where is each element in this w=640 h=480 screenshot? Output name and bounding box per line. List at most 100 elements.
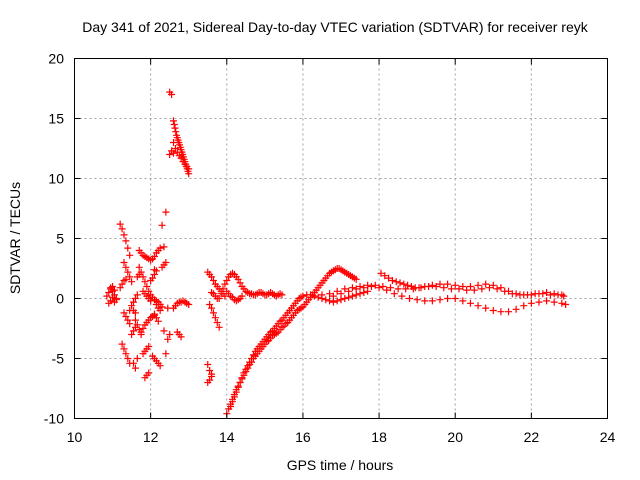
data-point: [406, 295, 414, 302]
data-point: [505, 287, 513, 295]
data-point: [110, 286, 118, 294]
data-point: [158, 303, 166, 311]
data-point: [234, 383, 242, 391]
data-point: [118, 225, 126, 233]
data-point: [352, 291, 360, 299]
x-tick-label: 18: [371, 429, 387, 445]
x-tick-label: 24: [600, 429, 616, 445]
y-tick-label: 15: [48, 111, 64, 127]
y-tick-label: 5: [56, 231, 64, 247]
data-point: [122, 237, 130, 245]
data-point: [236, 379, 244, 386]
axis-ticks: [74, 58, 608, 419]
data-point: [116, 284, 124, 292]
data-point: [120, 309, 128, 317]
data-point: [383, 286, 391, 294]
data-point: [208, 273, 216, 281]
data-point: [341, 295, 349, 302]
data-point: [360, 284, 368, 292]
data-point: [150, 253, 158, 260]
y-tick-label: -5: [52, 351, 65, 367]
data-point: [485, 284, 493, 292]
data-point: [386, 284, 394, 292]
data-point: [150, 266, 158, 274]
data-point: [367, 283, 375, 290]
data-point: [371, 281, 379, 289]
data-point: [329, 298, 337, 306]
data-point: [215, 323, 223, 331]
data-point: [543, 297, 551, 305]
data-point: [512, 305, 520, 313]
data-point: [124, 244, 132, 252]
data-point: [112, 296, 120, 304]
data-point: [364, 281, 372, 289]
data-point: [377, 269, 385, 277]
data-point: [130, 359, 138, 367]
data-point: [171, 145, 179, 152]
data-point: [204, 361, 212, 368]
data-point: [329, 292, 337, 300]
data-point: [474, 302, 482, 310]
data-point: [310, 292, 318, 300]
data-point: [162, 350, 170, 358]
y-tick-label: -10: [44, 411, 64, 427]
data-point: [124, 355, 132, 362]
data-point: [223, 277, 231, 284]
data-point: [348, 284, 356, 292]
data-point: [234, 275, 242, 283]
data-point: [162, 208, 170, 216]
data-point: [402, 285, 410, 293]
data-point: [154, 317, 162, 325]
data-point: [152, 314, 160, 322]
data-point: [404, 281, 412, 289]
series-band-lower: [329, 283, 570, 316]
data-point: [474, 281, 482, 289]
data-point: [109, 293, 117, 301]
data-point: [489, 307, 497, 314]
data-point: [170, 121, 178, 128]
data-point: [535, 290, 543, 298]
data-point: [398, 292, 406, 300]
data-point: [459, 283, 467, 290]
data-point: [428, 281, 436, 289]
data-point: [400, 280, 408, 288]
data-point: [249, 351, 257, 359]
data-point: [322, 296, 330, 304]
data-point: [130, 327, 138, 335]
data-point: [459, 297, 467, 305]
x-axis-label: GPS time / hours: [287, 457, 394, 473]
data-point: [171, 124, 179, 132]
data-point: [120, 231, 128, 239]
data-point: [122, 313, 130, 320]
data-point: [299, 292, 307, 300]
data-point: [156, 362, 164, 370]
data-point: [385, 274, 393, 282]
data-point: [124, 316, 132, 324]
data-point: [407, 283, 415, 290]
data-point: [118, 340, 126, 348]
data-point: [145, 369, 153, 377]
data-point: [227, 403, 235, 410]
y-tick-label: 0: [56, 291, 64, 307]
data-point: [228, 398, 236, 406]
data-point: [527, 291, 535, 299]
data-point: [326, 297, 334, 305]
data-point: [415, 284, 423, 292]
data-point: [364, 287, 372, 295]
data-point: [421, 283, 429, 290]
data-point: [122, 263, 130, 271]
series-cluster-11h: [103, 208, 174, 382]
data-point: [318, 291, 326, 299]
data-point: [131, 295, 139, 302]
data-point: [166, 331, 174, 338]
data-point: [392, 278, 400, 286]
data-point: [145, 343, 153, 350]
data-point: [206, 367, 214, 374]
data-point: [133, 321, 141, 329]
series-band-upper: [318, 269, 568, 300]
data-point: [143, 283, 151, 290]
x-tick-label: 10: [67, 429, 83, 445]
data-point: [444, 295, 452, 302]
data-point: [169, 149, 177, 157]
series-rising-arc: [223, 265, 372, 418]
